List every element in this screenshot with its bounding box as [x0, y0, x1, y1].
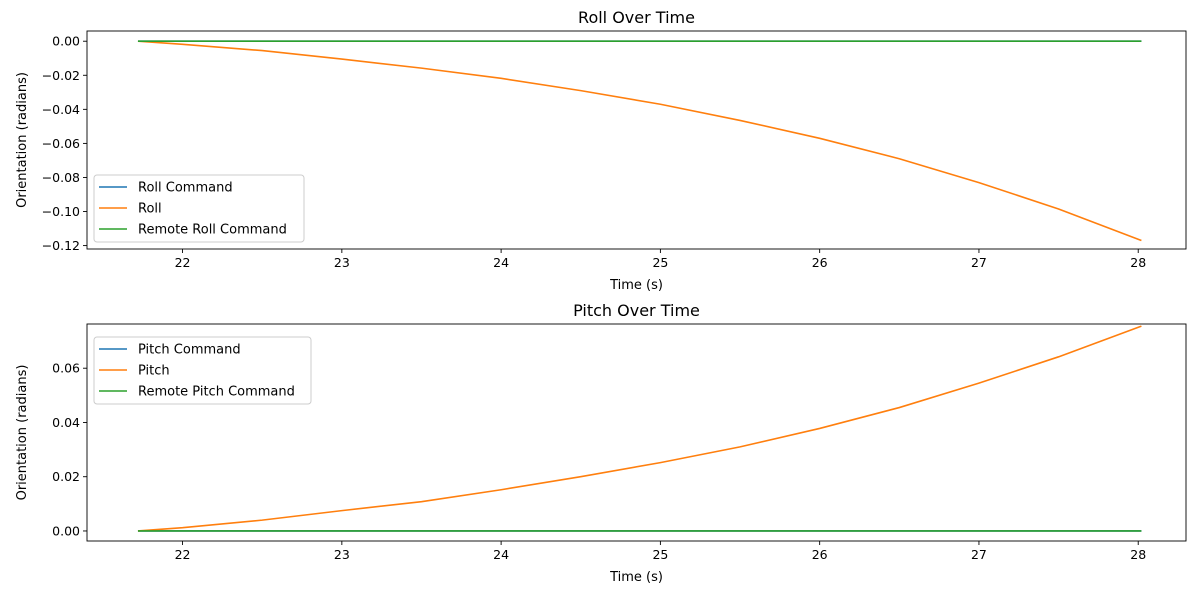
y-axis-label: Orientation (radians) — [15, 72, 30, 208]
legend-entry: Remote Pitch Command — [138, 385, 295, 400]
x-tick-label: 26 — [812, 547, 828, 562]
chart-0: Roll Over Time 22 23 24 25 26 27 28 0.00 −0.02 −0.… — [15, 8, 1187, 293]
y-tick-label: 0.02 — [52, 469, 80, 484]
legend-entry: Roll Command — [138, 181, 233, 196]
chart-1: Pitch Over Time 22 23 24 25 26 27 28 0.00 0.02 0.0… — [15, 301, 1187, 585]
y-tick-label: −0.02 — [42, 68, 80, 83]
x-tick-label: 23 — [334, 255, 350, 270]
legend-box — [93, 336, 312, 405]
legend: Pitch Command Pitch Remote Pitch Command — [93, 336, 312, 405]
y-tick-label: 0.00 — [52, 34, 80, 49]
x-tick-label: 22 — [175, 547, 191, 562]
legend-entry: Remote Roll Command — [138, 223, 287, 238]
axes-frame — [86, 30, 1187, 250]
x-tick-label: 23 — [334, 547, 350, 562]
y-tick-label: −0.12 — [42, 238, 80, 253]
y-tick-label: 0.04 — [52, 415, 80, 430]
y-tick-label: −0.10 — [42, 204, 80, 219]
legend-entry: Pitch — [138, 364, 170, 379]
x-tick-label: 25 — [652, 255, 668, 270]
legend-entry: Pitch Command — [138, 343, 241, 358]
x-tick-label: 24 — [493, 255, 509, 270]
x-tick-label: 28 — [1130, 547, 1146, 562]
x-tick-label: 26 — [812, 255, 828, 270]
y-tick-label: −0.06 — [42, 136, 80, 151]
legend-box — [93, 174, 305, 243]
x-tick-label: 24 — [493, 547, 509, 562]
series-line-pitch — [137, 325, 1142, 532]
y-axis-label: Orientation (radians) — [15, 365, 30, 501]
x-tick-label: 25 — [652, 547, 668, 562]
axes-frame — [86, 323, 1187, 542]
x-axis-label: Time (s) — [609, 570, 663, 585]
chart-title: Roll Over Time — [578, 8, 695, 27]
x-tick-label: 28 — [1130, 255, 1146, 270]
x-tick-label: 27 — [971, 547, 987, 562]
y-tick-label: 0.00 — [52, 523, 80, 538]
y-tick-label: 0.06 — [52, 361, 80, 376]
x-tick-label: 27 — [971, 255, 987, 270]
series-line-roll — [137, 40, 1142, 242]
x-axis-label: Time (s) — [609, 278, 663, 293]
y-tick-label: −0.04 — [42, 102, 80, 117]
y-tick-label: −0.08 — [42, 170, 80, 185]
legend-entry: Roll — [138, 202, 162, 217]
legend: Roll Command Roll Remote Roll Command — [93, 174, 305, 243]
x-tick-label: 22 — [175, 255, 191, 270]
chart-title: Pitch Over Time — [573, 301, 700, 320]
